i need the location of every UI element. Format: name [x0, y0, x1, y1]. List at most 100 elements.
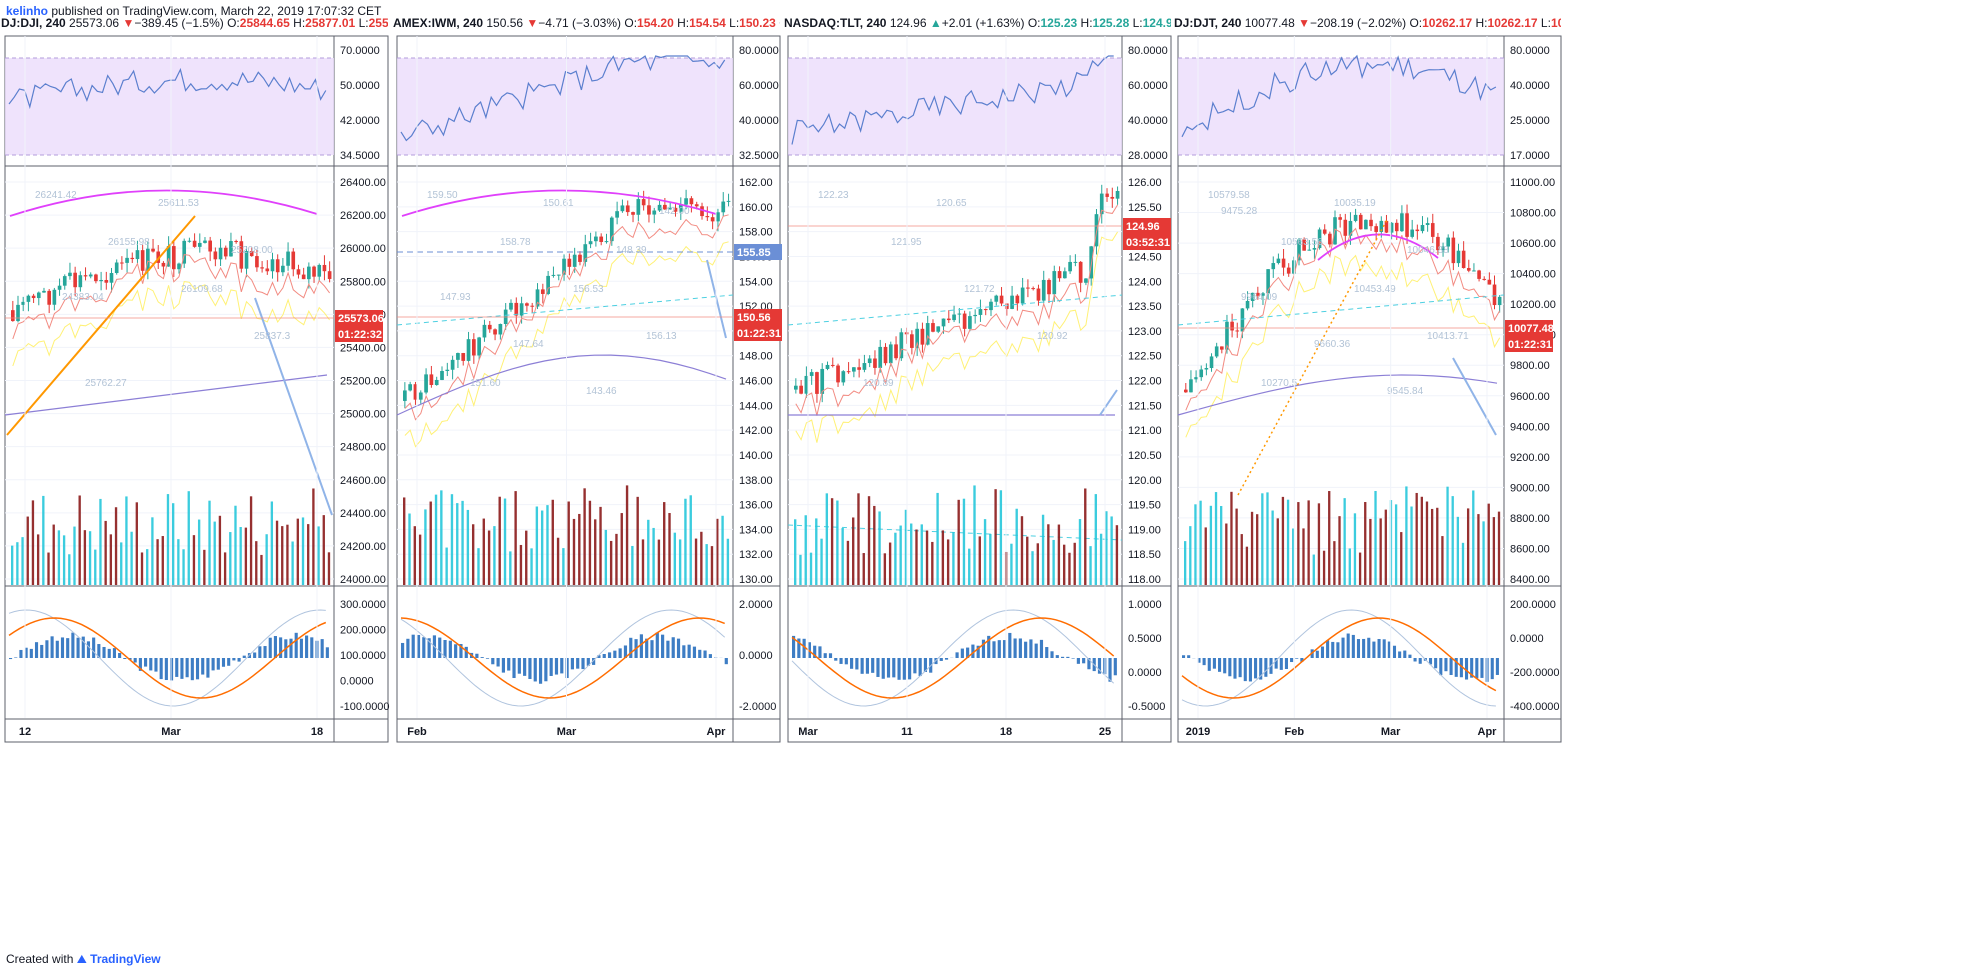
- macd-histogram-bar: [850, 658, 854, 669]
- price-pane[interactable]: 26400.0026200.0026000.0025800.0025600.00…: [4, 177, 386, 586]
- volume-bar: [1292, 528, 1295, 585]
- chart-panel-2[interactable]: AMEX:IWM, 240 150.56 ▼−4.71 (−3.03%) O:1…: [393, 16, 782, 743]
- macd-histogram-bar: [844, 658, 848, 665]
- candle: [519, 303, 524, 316]
- macd-histogram-bar: [570, 658, 574, 670]
- price-axis-label: 124.50: [1128, 251, 1162, 263]
- candle: [104, 279, 109, 283]
- macd-histogram-bar: [86, 641, 91, 658]
- volume-bar: [1099, 533, 1103, 585]
- price-axis-label: 121.00: [1128, 425, 1162, 437]
- volume-bar: [244, 527, 248, 585]
- chart-panel-1[interactable]: DJ:DJI, 240 25573.06 ▼−389.45 (−1.5%) O:…: [1, 16, 390, 743]
- volume-bar: [104, 520, 107, 585]
- price-pane[interactable]: 126.00125.50125.00124.50124.00123.50123.…: [787, 177, 1171, 586]
- candle: [609, 217, 614, 242]
- macd-axis-label: 300.0000: [340, 599, 386, 611]
- macd-histogram-bar: [475, 653, 479, 658]
- rsi-pane[interactable]: 80.0000 40.0000 25.0000 17.0000: [1178, 45, 1550, 162]
- author-link[interactable]: kelinho: [6, 4, 49, 18]
- last-price-tag[interactable]: 124.96 03:52:31: [1123, 218, 1171, 250]
- macd-histogram-bar: [1362, 638, 1366, 658]
- price-axis-label: 26200.00: [340, 210, 386, 222]
- macd-pane[interactable]: 200.0000 0.0000 -200.0000 -400.0000: [1181, 599, 1560, 713]
- macd-histogram-bar: [549, 658, 553, 676]
- candle: [852, 367, 856, 372]
- rsi-pane[interactable]: 80.0000 60.0000 40.0000 32.5000: [397, 45, 779, 162]
- slow-moving-average: [4, 374, 328, 416]
- macd-histogram-bar: [1187, 655, 1191, 658]
- chart-panel-3[interactable]: NASDAQ:TLT, 240 124.96 ▲+2.01 (+1.63%) O…: [784, 16, 1173, 743]
- macd-histogram-bar: [81, 636, 85, 658]
- macd-histogram-bar: [997, 640, 1001, 658]
- macd-axis-label: -200.0000: [1510, 667, 1560, 679]
- price-axis-label: 125.50: [1128, 202, 1162, 214]
- symbol-name[interactable]: AMEX:IWM, 240: [393, 16, 484, 30]
- candle: [509, 302, 513, 310]
- price-change: −389.45 (−1.5%): [134, 16, 224, 30]
- moving-average-line: [1185, 254, 1501, 438]
- candle: [578, 254, 582, 262]
- last-price-tag[interactable]: 10077.48 01:22:31: [1505, 320, 1554, 352]
- rsi-pane[interactable]: 80.0000 60.0000 40.0000 28.0000: [788, 45, 1168, 162]
- macd-histogram-bar: [1428, 658, 1433, 665]
- last-price-tag[interactable]: 25573.06 01:22:32: [335, 310, 384, 342]
- symbol-name[interactable]: DJ:DJT, 240: [1174, 16, 1242, 30]
- volume-bar: [721, 515, 724, 585]
- macd-histogram-bar: [443, 639, 447, 658]
- volume-bar: [1089, 546, 1092, 585]
- macd-histogram-bar: [966, 647, 970, 658]
- candle: [440, 370, 444, 380]
- macd-pane[interactable]: 2.0000 0.0000 -2.0000: [400, 599, 776, 713]
- volume-bar: [652, 527, 655, 585]
- macd-histogram-bar: [971, 644, 975, 658]
- price-axis-label: 154.00: [739, 276, 773, 288]
- candle: [281, 265, 285, 273]
- macd-histogram-bar: [876, 658, 880, 677]
- chart-panel-4[interactable]: DJ:DJT, 240 10077.48 ▼−208.19 (−2.02%) O…: [1174, 16, 1563, 743]
- signal-line: [791, 617, 1115, 699]
- macd-histogram-bar: [190, 658, 194, 681]
- candle: [450, 359, 455, 370]
- rsi-axis-label: 40.0000: [1510, 80, 1550, 92]
- price-axis-label: 123.00: [1128, 326, 1162, 338]
- volume-bar: [836, 500, 839, 585]
- time-axis: 12 Mar 18: [19, 36, 323, 738]
- price-change: +2.01 (+1.63%): [941, 16, 1025, 30]
- macd-axis-label: -100.0000: [340, 701, 390, 713]
- macd-line: [1181, 609, 1496, 707]
- volume-bars: [403, 485, 730, 585]
- price-axis-label: 9200.00: [1510, 452, 1550, 464]
- candle: [1220, 346, 1224, 350]
- price-pane[interactable]: 162.00160.00158.00156.00154.00152.00150.…: [396, 177, 782, 586]
- macd-histogram-bar: [892, 658, 896, 678]
- volume-bar: [588, 500, 592, 585]
- volume-bar: [413, 526, 417, 585]
- price-pane[interactable]: 11000.00 10800.00 10600.00 10400.00 10200.00…: [1177, 177, 1556, 586]
- symbol-name[interactable]: DJ:DJI, 240: [1, 16, 66, 30]
- volume-bar: [1020, 516, 1024, 585]
- macd-pane[interactable]: 1.0000 0.5000 0.0000 -0.5000: [791, 599, 1165, 713]
- volume-bar: [260, 554, 263, 585]
- macd-pane[interactable]: 300.0000 200.0000 100.0000 0.0000 -100.0000: [8, 599, 390, 713]
- volume-bar: [1041, 514, 1045, 585]
- macd-histogram-bar: [818, 646, 822, 658]
- volume-bar: [239, 527, 242, 585]
- rounding-top-arc: [1317, 233, 1439, 261]
- macd-histogram-bar: [581, 658, 585, 670]
- down-arrow-icon: ▼: [526, 16, 539, 30]
- rounding-top-arc: [401, 189, 717, 217]
- macd-histogram-bar: [834, 658, 838, 661]
- last-price-tag[interactable]: 150.56 01:22:31: [734, 309, 782, 341]
- candle: [1047, 279, 1051, 295]
- tradingview-brand-link[interactable]: TradingView: [90, 952, 161, 966]
- volume-bar: [1276, 518, 1279, 585]
- volume-bar: [973, 485, 976, 585]
- symbol-name[interactable]: NASDAQ:TLT, 240: [784, 16, 887, 30]
- macd-histogram-bar: [1284, 658, 1288, 670]
- candle: [809, 372, 814, 376]
- volume-bar: [625, 485, 629, 585]
- price-axis-label: 10600.00: [1510, 238, 1556, 250]
- rsi-pane[interactable]: 70.0000 50.0000 42.0000 34.5000: [5, 45, 380, 162]
- candle: [899, 332, 904, 359]
